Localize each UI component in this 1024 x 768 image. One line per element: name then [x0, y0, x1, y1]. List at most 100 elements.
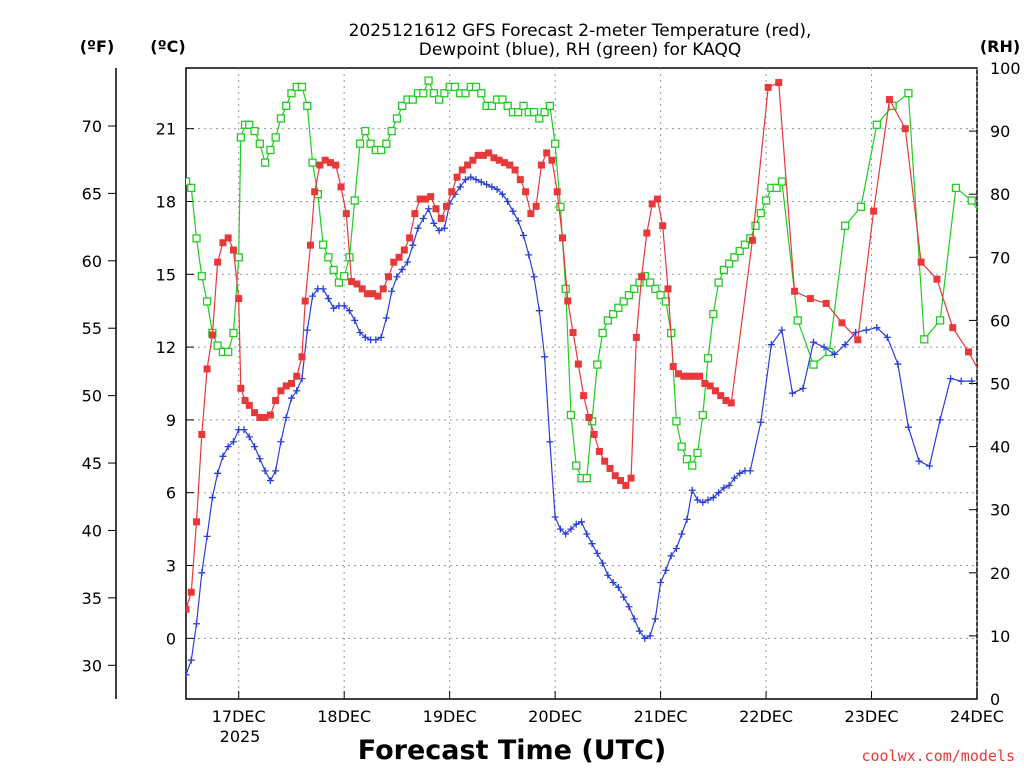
- rh-tick-label: 80: [990, 185, 1010, 204]
- dewpoint-point: [519, 231, 527, 239]
- temperature-point: [369, 290, 377, 298]
- rh-point: [572, 461, 581, 470]
- temperature-point: [198, 430, 206, 438]
- rh-point: [229, 328, 238, 338]
- c-tick-label: 21: [156, 120, 176, 139]
- rh-point: [656, 291, 665, 300]
- temperature-point: [421, 195, 429, 203]
- dewpoint-point: [947, 375, 955, 383]
- temperature-point: [748, 236, 756, 244]
- rh-point: [529, 108, 539, 117]
- dewpoint-point: [483, 180, 491, 188]
- temperature-point: [353, 280, 361, 288]
- dewpoint-point: [883, 333, 891, 341]
- temperature-point: [411, 210, 419, 218]
- rh-point: [761, 196, 771, 205]
- temperature-point: [680, 372, 688, 380]
- rh-point: [719, 265, 729, 275]
- rh-point: [398, 101, 407, 111]
- rh-point: [440, 89, 449, 98]
- dewpoint-point: [651, 615, 659, 623]
- rh-point: [725, 259, 734, 268]
- temperature-point: [548, 156, 556, 164]
- dewpoint-point: [409, 241, 417, 249]
- dewpoint-point: [757, 418, 765, 426]
- f-tick-label: 35: [82, 589, 102, 608]
- c-tick-label: 15: [156, 265, 176, 284]
- dewpoint-point: [287, 394, 295, 402]
- f-tick-label: 40: [82, 521, 102, 540]
- rh-tick-label: 90: [990, 122, 1010, 141]
- rh-tick-label: 70: [990, 248, 1010, 267]
- temperature-point: [885, 96, 893, 104]
- rh-point: [450, 82, 460, 92]
- temperature-point: [241, 396, 249, 404]
- dewpoint-point: [525, 251, 533, 259]
- x-tick-label: 24DEC: [950, 707, 1004, 726]
- dewpoint-point: [915, 457, 923, 465]
- temperature-point: [949, 324, 957, 332]
- temperature-point: [901, 125, 909, 133]
- f-tick-label: 50: [82, 387, 102, 406]
- dewpoint-point: [604, 571, 612, 579]
- rh-point: [419, 89, 428, 98]
- rh-point: [535, 114, 544, 123]
- temperature-point: [595, 447, 603, 455]
- dewpoint-point: [488, 183, 496, 191]
- temperature-point: [427, 193, 435, 201]
- temperature-point: [301, 297, 309, 305]
- dewpoint-point: [477, 178, 485, 186]
- rh-point: [608, 309, 618, 319]
- rh-point: [186, 177, 191, 186]
- temperature-point: [384, 273, 392, 281]
- dewpoint-point: [688, 486, 696, 494]
- rh-point: [334, 278, 344, 287]
- c-tick-label: 18: [156, 192, 176, 211]
- dewpoint-point: [704, 496, 712, 504]
- dewpoint-point: [873, 324, 881, 332]
- temperature-point: [479, 151, 487, 159]
- temperature-point: [917, 258, 925, 266]
- dewpoint-point: [509, 207, 517, 215]
- temperature-point: [443, 202, 451, 210]
- dewpoint-point: [778, 326, 786, 334]
- rh-point: [276, 114, 286, 123]
- temperature-point: [722, 396, 730, 404]
- temperature-point: [537, 161, 545, 169]
- dewpoint-point: [567, 525, 575, 533]
- credit-text: coolwx.com/models: [861, 747, 1015, 765]
- dewpoint-point: [440, 224, 448, 232]
- temperature-point: [432, 205, 440, 213]
- x-tick-label: 19DEC: [423, 707, 477, 726]
- temperature-point: [532, 202, 540, 210]
- temperature-point: [374, 292, 382, 300]
- rh-point: [677, 442, 686, 451]
- temperature-point: [298, 353, 306, 361]
- dewpoint-point: [293, 387, 301, 395]
- temperature-point: [806, 295, 814, 303]
- rh-point: [434, 95, 444, 104]
- rh-point: [951, 183, 961, 193]
- temperature-point: [522, 188, 530, 196]
- rh-point: [213, 341, 222, 350]
- rh-point: [688, 461, 697, 470]
- temperature-point: [622, 481, 630, 489]
- temperature-point: [474, 151, 482, 159]
- dewpoint-point: [862, 326, 870, 334]
- rh-point: [682, 455, 692, 464]
- temperature-point: [511, 166, 519, 174]
- rh-tick-label: 0: [990, 690, 1000, 709]
- dewpoint-point: [282, 413, 290, 421]
- dewpoint-point: [593, 549, 601, 557]
- temperature-point: [287, 380, 295, 387]
- dewpoint-point: [277, 438, 285, 446]
- rh-tick-label: 50: [990, 375, 1010, 394]
- rh-point: [598, 328, 607, 338]
- dewpoint-point: [572, 520, 580, 528]
- dewpoint-point: [904, 423, 912, 431]
- c-tick-label: 9: [166, 411, 176, 430]
- dewpoint-point: [193, 620, 201, 628]
- dewpoint-point: [746, 467, 754, 475]
- rh-point: [245, 120, 254, 129]
- temperature-point: [838, 319, 846, 327]
